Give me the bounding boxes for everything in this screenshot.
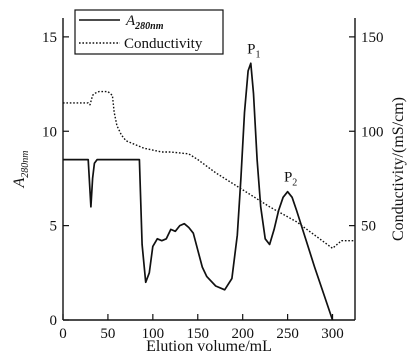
y-right-tick-label: 100 [361, 124, 384, 140]
series-layer [63, 62, 355, 321]
peak-label-main: P [284, 170, 292, 186]
peak-label: P2 [284, 170, 297, 189]
x-tick-label: 0 [59, 326, 67, 342]
y-left-tick-label: 0 [50, 313, 58, 329]
x-axis-label: Elution volume/mL [146, 338, 272, 355]
x-ticks: 0 50 100 150 200 250 300 [59, 314, 344, 342]
x-tick-label: 300 [321, 326, 344, 342]
legend: A280nm Conductivity [74, 9, 224, 55]
legend-box [74, 9, 224, 55]
y-left-tick-label: 5 [50, 219, 58, 235]
legend-label-absorbance-sub: 280nm [134, 21, 164, 32]
plot-frame [62, 18, 356, 321]
left-axis-label-sub: 280nm [20, 150, 31, 177]
x-tick-label: 200 [231, 326, 254, 342]
peak-label-sub: 1 [255, 49, 260, 60]
series-line-conductivity [63, 90, 355, 249]
y-right-tick-label: 50 [361, 219, 376, 235]
legend-label-absorbance: A280nm [125, 13, 164, 32]
y-left-tick-label: 10 [42, 124, 57, 140]
peak-label: P1 [247, 41, 260, 60]
legend-label-conductivity: Conductivity [124, 36, 203, 52]
x-tick-label: 50 [100, 326, 115, 342]
peak-label-sub: 2 [292, 178, 297, 189]
y-left-ticks: 0 5 10 15 [42, 30, 69, 329]
x-tick-label: 100 [142, 326, 165, 342]
series-line-absorbance [63, 62, 334, 321]
x-tick-label: 250 [276, 326, 299, 342]
y-left-tick-label: 15 [42, 30, 57, 46]
x-tick-label: 150 [187, 326, 210, 342]
left-axis-label: A280nm [11, 150, 31, 188]
legend-label-absorbance-main: A [125, 13, 136, 29]
right-axis-label: Conductivity/(mS/cm) [390, 97, 407, 241]
peak-label-main: P [247, 41, 255, 57]
left-axis-label-main: A [11, 178, 28, 189]
y-right-ticks: 50 100 150 [349, 30, 384, 235]
y-right-tick-label: 150 [361, 30, 384, 46]
